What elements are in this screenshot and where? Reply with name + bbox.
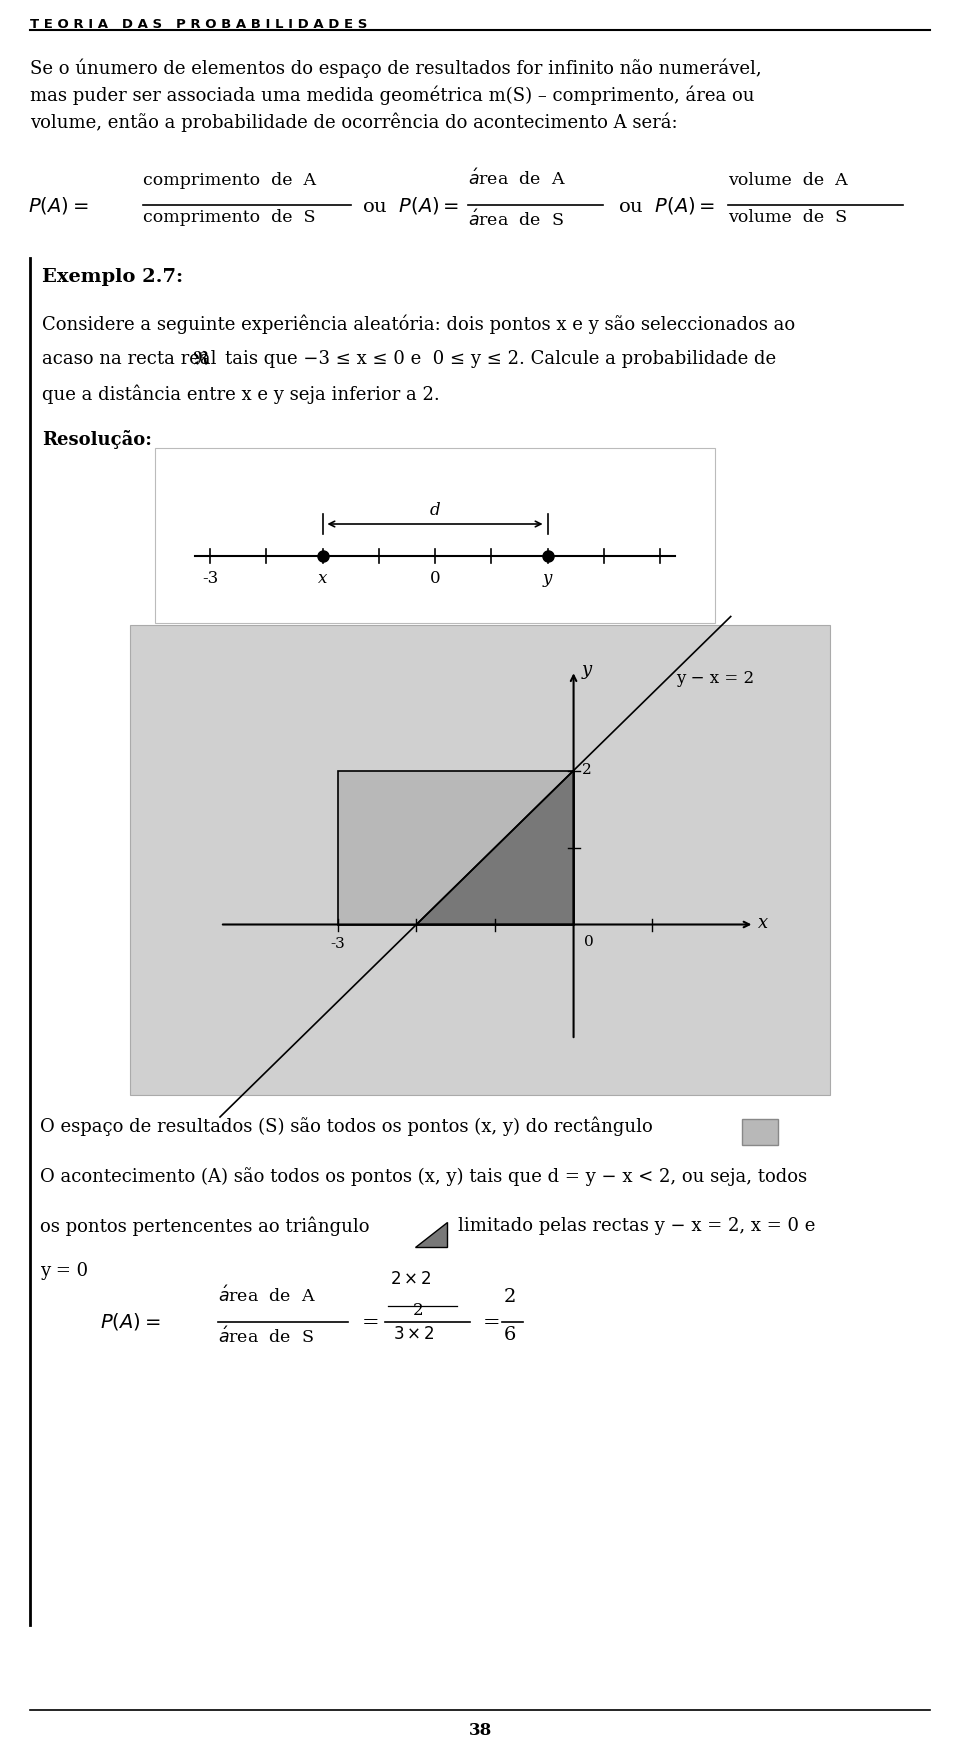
Bar xyxy=(155,448,715,622)
Text: acaso na recta real: acaso na recta real xyxy=(42,349,217,368)
Polygon shape xyxy=(415,1222,447,1246)
Text: 0: 0 xyxy=(584,935,593,949)
Text: y = 0: y = 0 xyxy=(40,1262,88,1279)
Text: 6: 6 xyxy=(504,1326,516,1343)
Text: 38: 38 xyxy=(468,1722,492,1738)
Polygon shape xyxy=(417,770,573,925)
Text: $\acute{a}$rea  de  A: $\acute{a}$rea de A xyxy=(468,169,565,189)
Text: $3\times 2$: $3\times 2$ xyxy=(393,1326,435,1343)
Text: Se o únumero de elementos do espaço de resultados for infinito não numerável,
ma: Se o únumero de elementos do espaço de r… xyxy=(30,57,761,132)
Text: O acontecimento (A) são todos os pontos (x, y) tais que d = y − x < 2, ou seja, : O acontecimento (A) são todos os pontos … xyxy=(40,1166,807,1185)
Text: Resolução:: Resolução: xyxy=(42,429,152,448)
Text: 2: 2 xyxy=(413,1302,423,1319)
Text: ou  $P(A) =$: ou $P(A) =$ xyxy=(362,195,459,216)
Text: que a distância entre x e y seja inferior a 2.: que a distância entre x e y seja inferio… xyxy=(42,386,440,405)
Text: $P(A) =$: $P(A) =$ xyxy=(100,1312,160,1333)
Text: -3: -3 xyxy=(330,937,346,951)
Text: =: = xyxy=(362,1312,379,1331)
Text: -3: -3 xyxy=(202,570,218,587)
Text: tais que −3 ≤ x ≤ 0 e  0 ≤ y ≤ 2. Calcule a probabilidade de: tais que −3 ≤ x ≤ 0 e 0 ≤ y ≤ 2. Calcule… xyxy=(225,349,776,368)
Text: comprimento  de  S: comprimento de S xyxy=(143,209,316,226)
Text: =: = xyxy=(483,1312,500,1331)
Text: y: y xyxy=(582,662,591,680)
Text: volume  de  S: volume de S xyxy=(728,209,847,226)
Text: d: d xyxy=(430,502,441,520)
Text: $2\times 2$: $2\times 2$ xyxy=(390,1270,432,1288)
Text: O espaço de resultados (S) são todos os pontos (x, y) do rectângulo: O espaço de resultados (S) são todos os … xyxy=(40,1118,653,1137)
Text: 2: 2 xyxy=(582,763,591,777)
Text: ou  $P(A) =$: ou $P(A) =$ xyxy=(618,195,715,216)
Text: Considere a seguinte experiência aleatória: dois pontos x e y são seleccionados : Considere a seguinte experiência aleatór… xyxy=(42,315,795,334)
Bar xyxy=(742,1119,778,1145)
Text: $\mathfrak{R}$: $\mathfrak{R}$ xyxy=(192,349,210,368)
Text: y: y xyxy=(542,570,552,587)
Text: $\acute{a}$rea  de  S: $\acute{a}$rea de S xyxy=(468,209,564,229)
Bar xyxy=(130,626,830,1095)
Polygon shape xyxy=(338,770,573,925)
Text: comprimento  de  A: comprimento de A xyxy=(143,172,316,189)
Text: y − x = 2: y − x = 2 xyxy=(676,669,754,687)
Text: 2: 2 xyxy=(504,1288,516,1305)
Text: $\acute{a}$rea  de  A: $\acute{a}$rea de A xyxy=(218,1286,316,1305)
Text: os pontos pertencentes ao triângulo: os pontos pertencentes ao triângulo xyxy=(40,1217,370,1236)
Text: T E O R I A   D A S   P R O B A B I L I D A D E S: T E O R I A D A S P R O B A B I L I D A … xyxy=(30,17,368,31)
Text: limitado pelas rectas y − x = 2, x = 0 e: limitado pelas rectas y − x = 2, x = 0 e xyxy=(458,1217,815,1236)
Text: x: x xyxy=(318,570,327,587)
Text: $\acute{a}$rea  de  S: $\acute{a}$rea de S xyxy=(218,1326,314,1347)
Text: 0: 0 xyxy=(430,570,441,587)
Text: x: x xyxy=(758,914,768,932)
Text: Exemplo 2.7:: Exemplo 2.7: xyxy=(42,268,183,287)
Text: $P(A) =$: $P(A) =$ xyxy=(28,195,88,216)
Text: volume  de  A: volume de A xyxy=(728,172,848,189)
